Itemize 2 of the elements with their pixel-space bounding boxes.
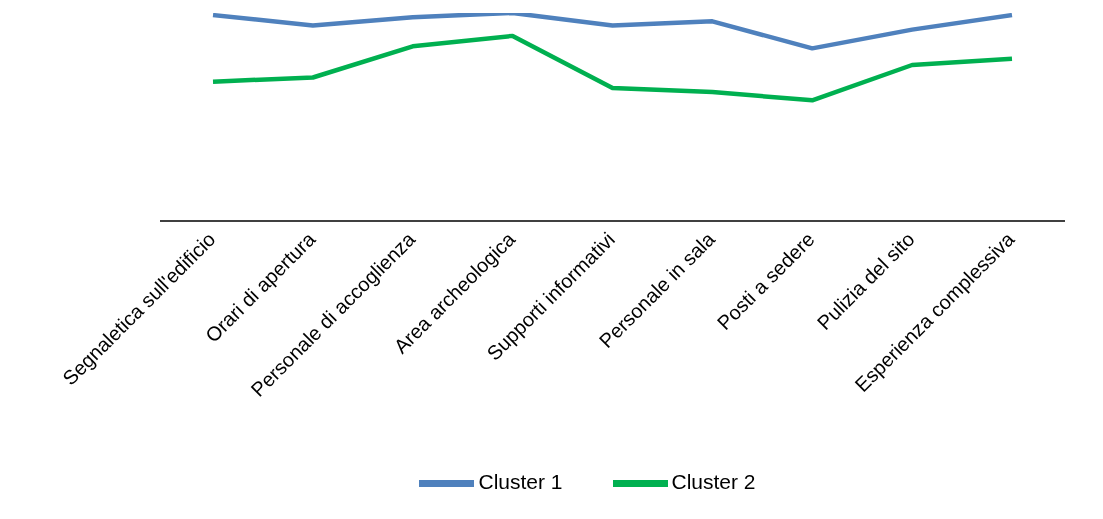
legend-label: Cluster 2	[671, 470, 756, 494]
legend-label: Cluster 1	[478, 470, 563, 494]
